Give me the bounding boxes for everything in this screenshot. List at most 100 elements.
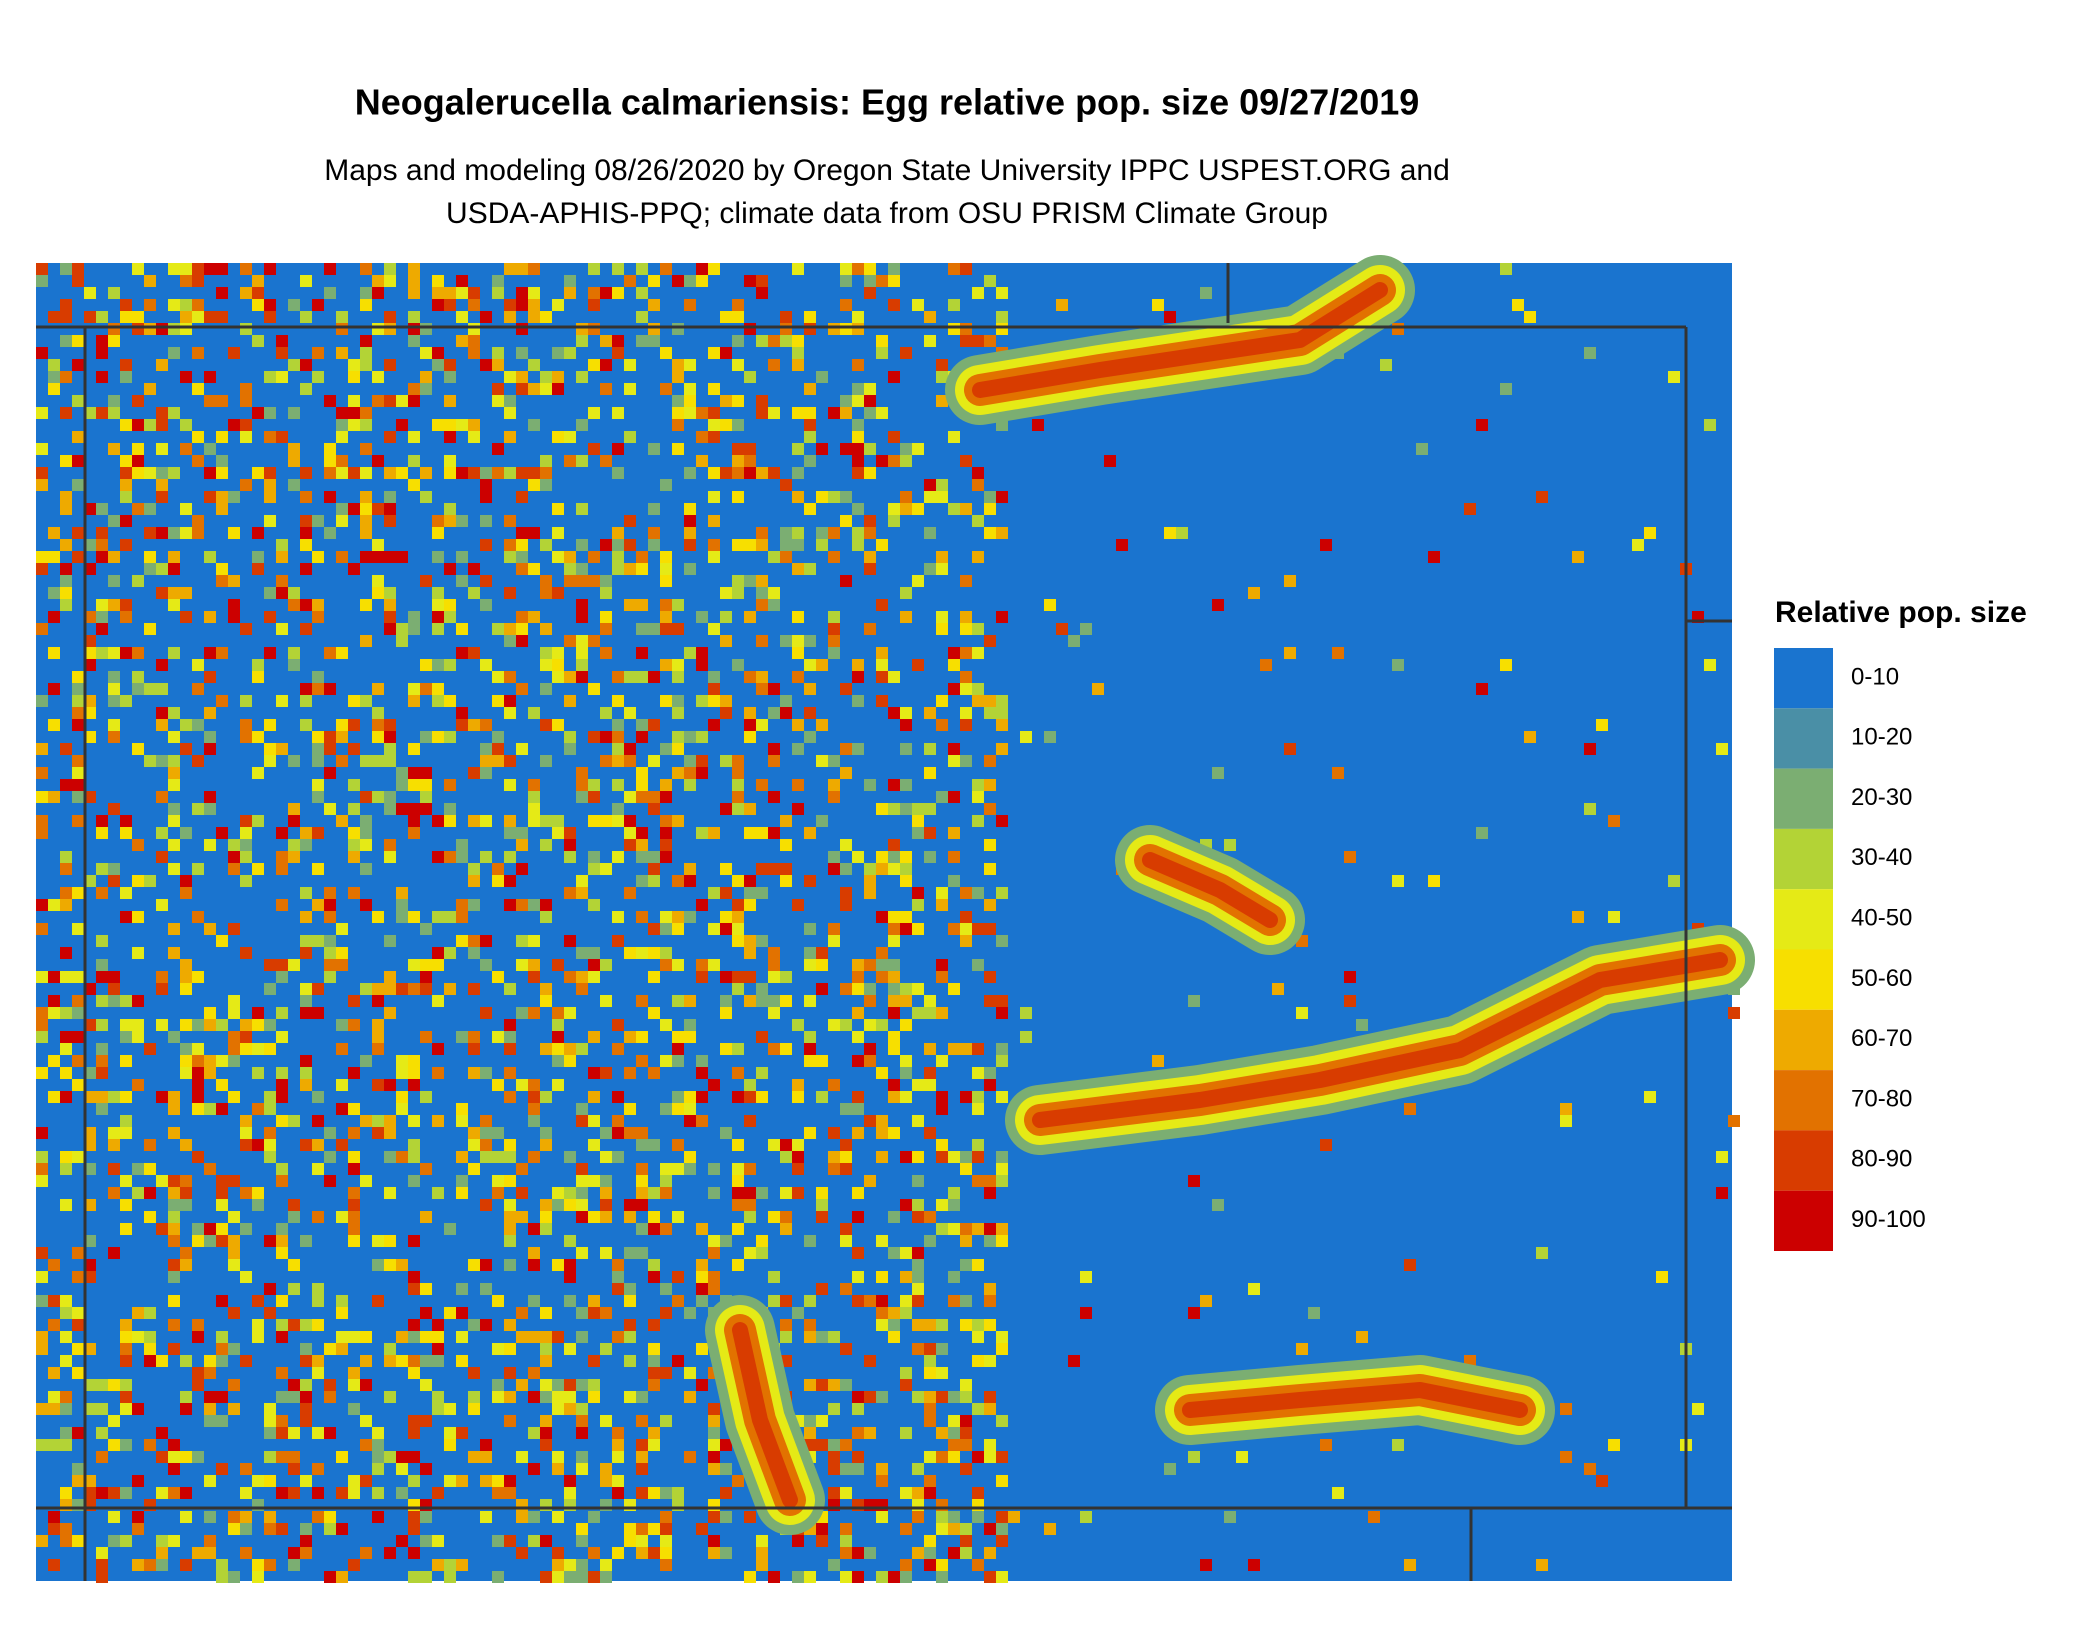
map-cell	[48, 1319, 60, 1331]
map-cell	[660, 1487, 672, 1499]
map-cell	[312, 299, 324, 311]
map-cell	[516, 563, 528, 575]
map-cell	[396, 767, 408, 779]
map-cell	[648, 1379, 660, 1391]
map-cell	[636, 875, 648, 887]
map-cell	[336, 407, 348, 419]
map-cell	[996, 935, 1008, 947]
map-cell	[252, 1559, 264, 1571]
map-cell	[240, 395, 252, 407]
map-cell	[672, 599, 684, 611]
map-cell	[900, 719, 912, 731]
map-cell	[264, 515, 276, 527]
map-cell	[612, 1427, 624, 1439]
map-cell	[396, 1451, 408, 1463]
map-cell	[408, 1055, 420, 1067]
map-cell	[540, 1343, 552, 1355]
map-cell	[792, 1151, 804, 1163]
map-cell	[960, 1259, 972, 1271]
map-cell	[960, 611, 972, 623]
map-cell	[684, 383, 696, 395]
map-cell	[324, 743, 336, 755]
map-cell	[180, 323, 192, 335]
map-cell	[864, 1295, 876, 1307]
map-cell	[228, 1211, 240, 1223]
map-cell	[540, 1199, 552, 1211]
map-cell	[300, 719, 312, 731]
map-cell	[36, 1247, 48, 1259]
map-cell	[96, 1403, 108, 1415]
map-cell	[144, 1439, 156, 1451]
map-cell	[888, 1331, 900, 1343]
map-cell	[420, 683, 432, 695]
map-cell	[480, 1139, 492, 1151]
map-cell	[348, 1475, 360, 1487]
map-cell	[216, 1355, 228, 1367]
map-cell	[648, 791, 660, 803]
map-cell	[972, 1355, 984, 1367]
map-cell	[216, 1463, 228, 1475]
map-cell	[288, 839, 300, 851]
map-cell	[840, 1379, 852, 1391]
map-cell	[48, 1523, 60, 1535]
map-cell	[492, 383, 504, 395]
map-cell	[612, 1127, 624, 1139]
map-cell	[708, 431, 720, 443]
map-cell	[672, 1091, 684, 1103]
map-cell	[384, 839, 396, 851]
map-cell	[96, 647, 108, 659]
map-cell	[36, 1343, 48, 1355]
map-cell	[732, 1223, 744, 1235]
map-cell	[168, 1091, 180, 1103]
map-cell	[756, 395, 768, 407]
map-cell	[168, 947, 180, 959]
map-cell	[408, 1367, 420, 1379]
map-cell	[816, 719, 828, 731]
map-cell	[456, 623, 468, 635]
map-cell	[732, 899, 744, 911]
map-cell	[936, 623, 948, 635]
map-cell	[432, 1391, 444, 1403]
map-cell	[228, 1259, 240, 1271]
map-cell	[216, 1331, 228, 1343]
map-cell	[444, 563, 456, 575]
map-cell	[96, 623, 108, 635]
map-cell	[588, 575, 600, 587]
map-cell	[792, 1139, 804, 1151]
map-cell	[420, 1415, 432, 1427]
map-cell	[516, 1007, 528, 1019]
map-cell	[192, 431, 204, 443]
map-cell	[744, 671, 756, 683]
map-cell	[576, 635, 588, 647]
map-cell	[204, 371, 216, 383]
map-cell	[576, 1559, 588, 1571]
map-cell	[1296, 1007, 1308, 1019]
map-cell	[312, 1295, 324, 1307]
map-cell	[636, 1199, 648, 1211]
map-cell	[1056, 299, 1068, 311]
map-cell	[972, 1487, 984, 1499]
map-cell	[708, 1427, 720, 1439]
map-cell	[708, 959, 720, 971]
map-cell	[336, 947, 348, 959]
map-cell	[588, 815, 600, 827]
map-cell	[984, 1175, 996, 1187]
map-cell	[456, 899, 468, 911]
map-cell	[612, 815, 624, 827]
map-cell	[756, 575, 768, 587]
map-cell	[60, 1535, 72, 1547]
map-cell	[276, 539, 288, 551]
map-cell	[612, 851, 624, 863]
map-title: Neogalerucella calmariensis: Egg relativ…	[355, 82, 1420, 123]
map-cell	[420, 971, 432, 983]
map-cell	[780, 311, 792, 323]
map-cell	[840, 1019, 852, 1031]
map-cell	[204, 311, 216, 323]
map-cell	[552, 371, 564, 383]
map-cell	[228, 1403, 240, 1415]
map-cell	[108, 551, 120, 563]
map-cell	[432, 1115, 444, 1127]
map-cell	[792, 1571, 804, 1583]
map-cell	[516, 371, 528, 383]
map-cell	[504, 1139, 516, 1151]
